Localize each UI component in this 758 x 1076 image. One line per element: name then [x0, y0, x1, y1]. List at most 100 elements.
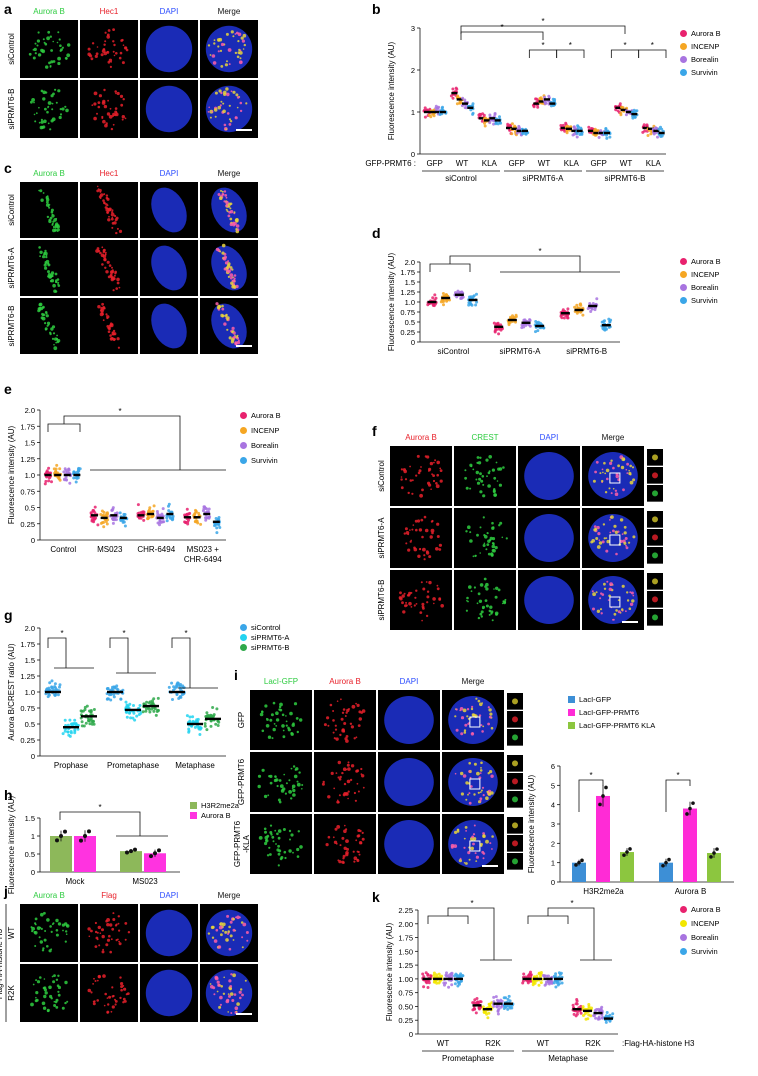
signal-dot	[469, 776, 472, 779]
data-point	[50, 686, 54, 689]
signal-dot	[238, 916, 241, 919]
signal-dot	[592, 607, 595, 611]
nucleus-blob	[588, 452, 638, 500]
legend-label: Borealin	[691, 933, 719, 942]
signal-dot	[343, 722, 347, 725]
signal-dot	[38, 106, 40, 109]
signal-dot	[621, 533, 624, 535]
data-point	[604, 785, 608, 790]
data-point	[425, 108, 429, 112]
sig-bracket	[59, 811, 168, 837]
signal-dot	[45, 255, 48, 259]
significance-star: *	[541, 17, 544, 26]
y-tick-label: 6	[551, 762, 555, 771]
row-label: siControl	[377, 460, 386, 492]
signal-dot	[220, 65, 224, 68]
suffix-label: :Flag-HA-histone H3	[622, 1039, 695, 1048]
data-point	[431, 296, 435, 300]
signal-dot	[353, 860, 356, 863]
signal-dot	[230, 973, 233, 976]
signal-dot	[614, 489, 618, 492]
signal-dot	[120, 103, 124, 107]
signal-dot	[232, 928, 236, 932]
signal-dot	[432, 479, 436, 483]
signal-dot	[455, 728, 459, 732]
signal-dot	[322, 780, 325, 784]
data-point	[537, 972, 541, 976]
signal-dot	[429, 535, 433, 539]
y-tick-label: 1.25	[20, 455, 35, 464]
data-point	[496, 1009, 500, 1012]
data-point	[92, 708, 96, 711]
y-tick-label: 3	[411, 24, 415, 33]
category-label: Mock	[65, 877, 85, 886]
signal-dot	[285, 715, 287, 717]
data-point	[426, 986, 430, 989]
signal-dot	[428, 555, 432, 559]
data-point	[488, 121, 492, 125]
signal-dot	[232, 90, 236, 94]
signal-dot	[229, 276, 233, 280]
signal-dot	[617, 610, 621, 614]
signal-dot	[112, 50, 115, 53]
signal-dot	[341, 728, 345, 733]
sig-bracket	[47, 415, 226, 471]
data-point	[207, 510, 210, 514]
signal-dot	[625, 546, 629, 550]
signal-dot	[266, 718, 269, 721]
signal-dot	[621, 457, 626, 462]
y-tick-label: 0	[411, 338, 415, 347]
bar	[659, 862, 673, 882]
signal-dot	[93, 977, 95, 980]
row-label: GFP-PRMT6 :	[365, 159, 416, 168]
signal-dot	[225, 204, 229, 208]
signal-dot	[102, 99, 106, 104]
signal-dot	[217, 193, 221, 196]
signal-dot	[492, 490, 496, 494]
signal-dot	[356, 834, 360, 838]
signal-dot	[43, 41, 46, 44]
signal-dot	[279, 784, 284, 788]
signal-dot	[495, 613, 498, 616]
signal-dot	[488, 609, 492, 613]
legend-swatch	[680, 920, 687, 927]
signal-dot	[290, 833, 294, 837]
signal-dot	[106, 317, 109, 320]
signal-dot	[418, 469, 422, 473]
data-point	[167, 685, 171, 689]
signal-dot	[245, 931, 249, 934]
signal-dot	[273, 723, 276, 725]
signal-dot	[44, 107, 47, 111]
signal-dot	[33, 101, 35, 104]
signal-dot	[229, 207, 232, 210]
signal-dot	[486, 543, 490, 546]
signal-dot	[106, 197, 110, 201]
signal-dot	[235, 343, 238, 346]
signal-dot	[599, 597, 602, 600]
signal-dot	[628, 541, 631, 544]
signal-dot	[105, 313, 108, 316]
signal-dot	[57, 31, 60, 34]
group-label: WT	[538, 159, 551, 168]
signal-dot	[226, 112, 230, 115]
row-label-line: GFP	[237, 712, 246, 728]
signal-dot	[602, 471, 604, 474]
signal-dot	[53, 974, 56, 977]
data-point	[601, 794, 605, 798]
signal-dot	[438, 548, 442, 551]
data-point	[45, 688, 48, 692]
signal-dot	[479, 456, 482, 459]
signal-dot	[34, 945, 37, 947]
data-point	[440, 974, 444, 978]
signal-dot	[96, 189, 100, 193]
signal-dot	[465, 530, 468, 533]
data-point	[186, 522, 190, 526]
data-point	[118, 511, 122, 515]
data-point	[544, 101, 548, 105]
signal-dot	[501, 536, 504, 539]
signal-dot	[223, 976, 225, 979]
data-point	[216, 724, 220, 727]
signal-dot	[44, 322, 47, 325]
signal-dot	[217, 945, 222, 949]
signal-dot	[228, 63, 231, 66]
